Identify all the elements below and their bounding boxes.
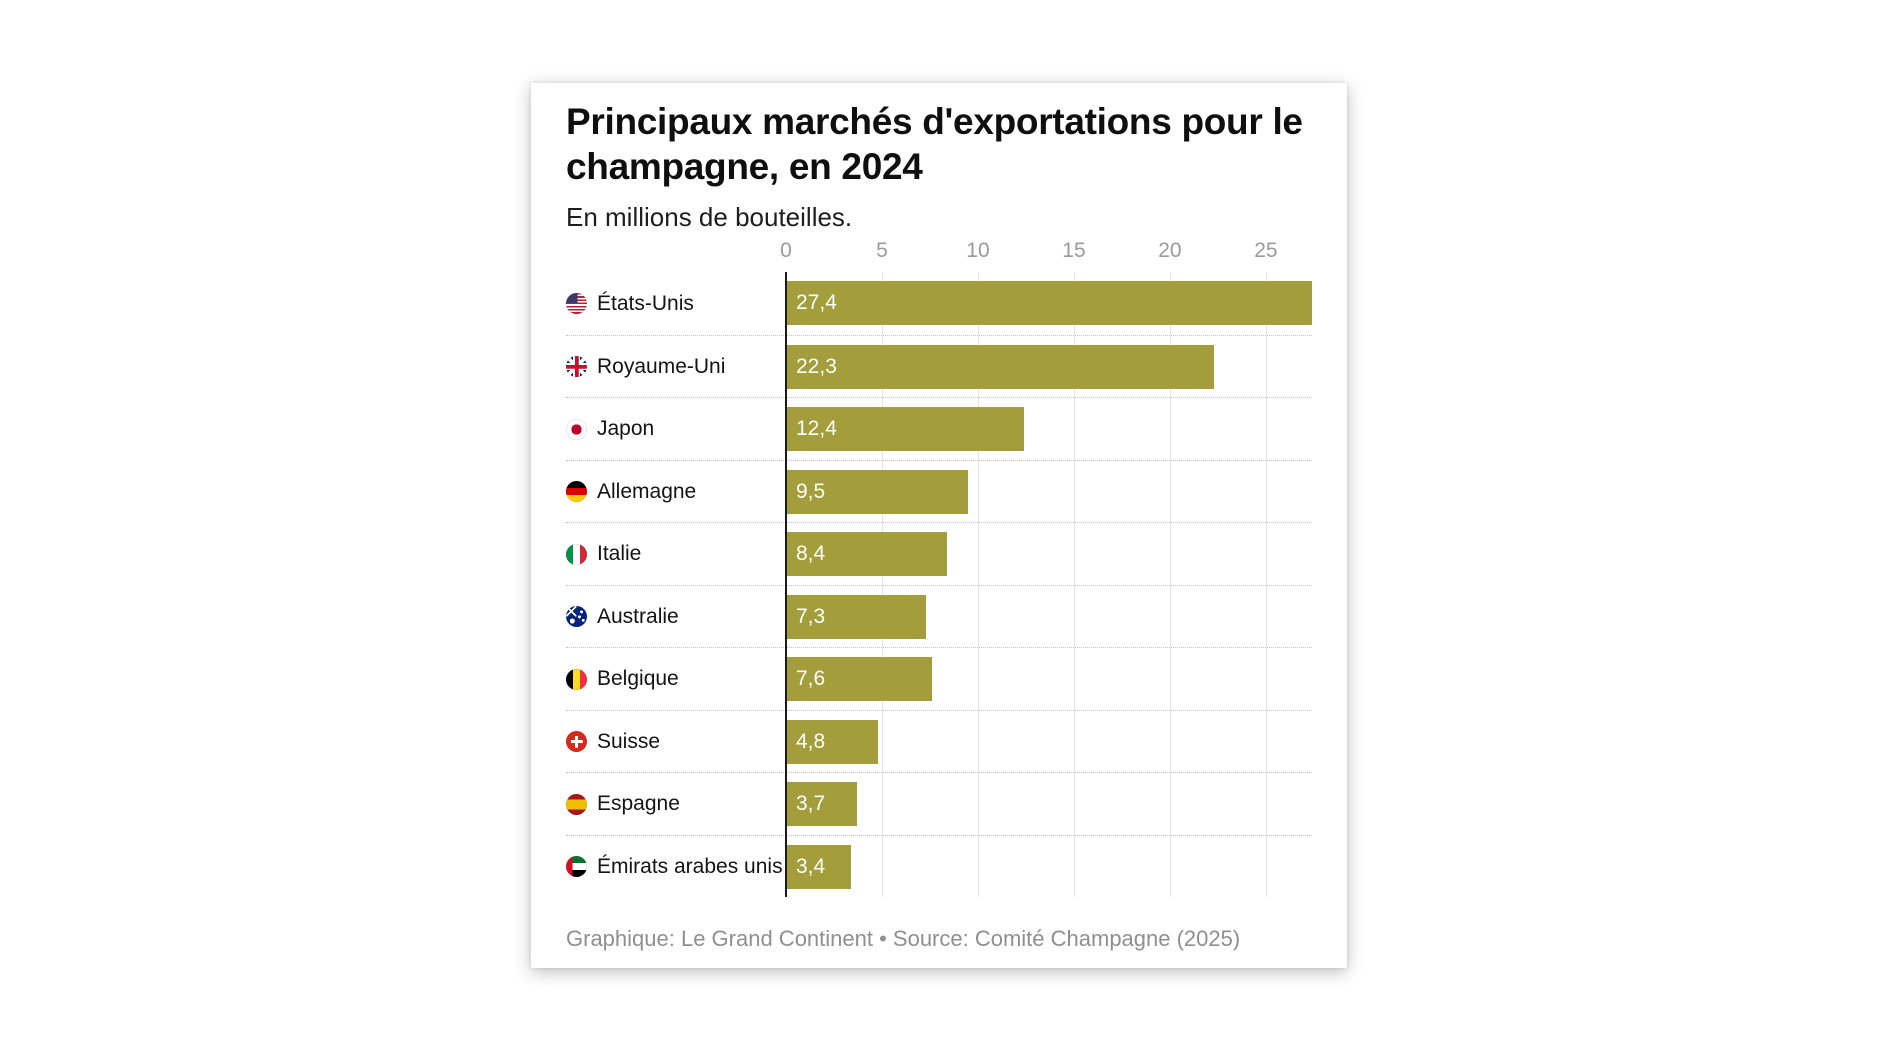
x-axis-ticks: 0 5 10 15 20 25 <box>780 235 1312 265</box>
country-label: Suisse <box>566 711 786 773</box>
flag-be-icon <box>566 668 587 690</box>
row-plot-area: 3,4 <box>786 836 1312 898</box>
table-row: Royaume-Uni 22,3 <box>566 334 1312 398</box>
country-label: Australie <box>566 586 786 648</box>
country-name: Italie <box>597 542 642 566</box>
flag-es-icon <box>566 793 587 815</box>
row-plot-area: 9,5 <box>786 461 1312 523</box>
x-axis-tick: 10 <box>966 239 990 263</box>
country-name: Royaume-Uni <box>597 354 726 378</box>
country-label: Japon <box>566 398 786 460</box>
bar: 4,8 <box>786 719 879 764</box>
row-plot-area: 7,3 <box>786 586 1312 648</box>
chart-title: Principaux marchés d'exportations pour l… <box>566 99 1312 189</box>
country-label: Émirats arabes unis <box>566 836 786 898</box>
bar: 7,6 <box>786 657 932 702</box>
bar-value-label: 22,3 <box>796 354 837 378</box>
bar-value-label: 3,7 <box>796 792 826 816</box>
country-name: Japon <box>597 417 655 441</box>
flag-ch-icon <box>566 731 587 753</box>
bar: 3,7 <box>786 782 858 827</box>
bar-value-label: 9,5 <box>796 479 826 503</box>
source-caption: Graphique: Le Grand Continent • Source: … <box>566 926 1241 952</box>
table-row: Italie 8,4 <box>566 522 1312 585</box>
row-plot-area: 3,7 <box>786 773 1312 835</box>
bar: 27,4 <box>786 281 1312 326</box>
bar: 22,3 <box>786 344 1215 389</box>
country-label: Royaume-Uni <box>566 336 786 398</box>
chart-title-line-2: champagne, en 2024 <box>566 146 923 188</box>
country-label: Espagne <box>566 773 786 835</box>
table-row: Allemagne 9,5 <box>566 459 1312 523</box>
flag-us-icon <box>566 293 587 315</box>
bar-value-label: 27,4 <box>796 291 837 315</box>
axis-zero-line <box>785 272 787 898</box>
chart-subtitle: En millions de bouteilles. <box>566 202 853 233</box>
flag-ae-icon <box>566 856 587 878</box>
table-row: Belgique 7,6 <box>566 647 1312 710</box>
bar-value-label: 7,6 <box>796 667 826 691</box>
bar-value-label: 4,8 <box>796 729 826 753</box>
x-axis-tick: 15 <box>1062 239 1086 263</box>
row-plot-area: 12,4 <box>786 398 1312 460</box>
country-name: Émirats arabes unis <box>597 854 783 878</box>
bar-value-label: 12,4 <box>796 417 837 441</box>
chart-title-line-1: Principaux marchés d'exportations pour l… <box>566 101 1303 142</box>
country-name: Australie <box>597 604 679 628</box>
row-plot-area: 7,6 <box>786 648 1312 710</box>
row-plot-area: 4,8 <box>786 711 1312 773</box>
country-name: États-Unis <box>597 291 694 315</box>
country-label: Allemagne <box>566 461 786 523</box>
row-plot-area: 27,4 <box>786 272 1312 335</box>
country-name: Allemagne <box>597 479 697 503</box>
country-label: Italie <box>566 523 786 585</box>
country-label: Belgique <box>566 648 786 710</box>
flag-it-icon <box>566 543 587 565</box>
country-name: Suisse <box>597 729 661 753</box>
x-axis-tick: 5 <box>876 239 888 263</box>
x-axis-tick: 25 <box>1254 239 1278 263</box>
chart-card: Principaux marchés d'exportations pour l… <box>531 83 1347 968</box>
x-axis-spacer <box>566 235 786 265</box>
flag-gb-icon <box>566 356 587 378</box>
table-row: Japon 12,4 <box>566 397 1312 460</box>
bar: 7,3 <box>786 594 927 639</box>
table-row: Australie 7,3 <box>566 584 1312 648</box>
bar-chart-body: États-Unis 27,4 Royaume-Uni 22,3 Japon 1… <box>566 272 1312 898</box>
flag-de-icon <box>566 481 587 503</box>
bar-value-label: 3,4 <box>796 854 826 878</box>
flag-au-icon <box>566 606 587 628</box>
bar-value-label: 7,3 <box>796 604 826 628</box>
bar: 12,4 <box>786 407 1025 452</box>
table-row: Émirats arabes unis 3,4 <box>566 834 1312 898</box>
country-name: Belgique <box>597 667 679 691</box>
bar: 9,5 <box>786 469 969 514</box>
table-row: États-Unis 27,4 <box>566 272 1312 335</box>
country-name: Espagne <box>597 792 680 816</box>
table-row: Espagne 3,7 <box>566 772 1312 835</box>
bar: 8,4 <box>786 532 948 577</box>
table-row: Suisse 4,8 <box>566 709 1312 773</box>
flag-jp-icon <box>566 418 587 440</box>
x-axis: 0 5 10 15 20 25 <box>566 235 1312 265</box>
country-label: États-Unis <box>566 272 786 335</box>
x-axis-tick: 0 <box>780 239 792 263</box>
bar-value-label: 8,4 <box>796 542 826 566</box>
bar: 3,4 <box>786 844 852 889</box>
row-plot-area: 22,3 <box>786 336 1312 398</box>
x-axis-tick: 20 <box>1158 239 1182 263</box>
row-plot-area: 8,4 <box>786 523 1312 585</box>
